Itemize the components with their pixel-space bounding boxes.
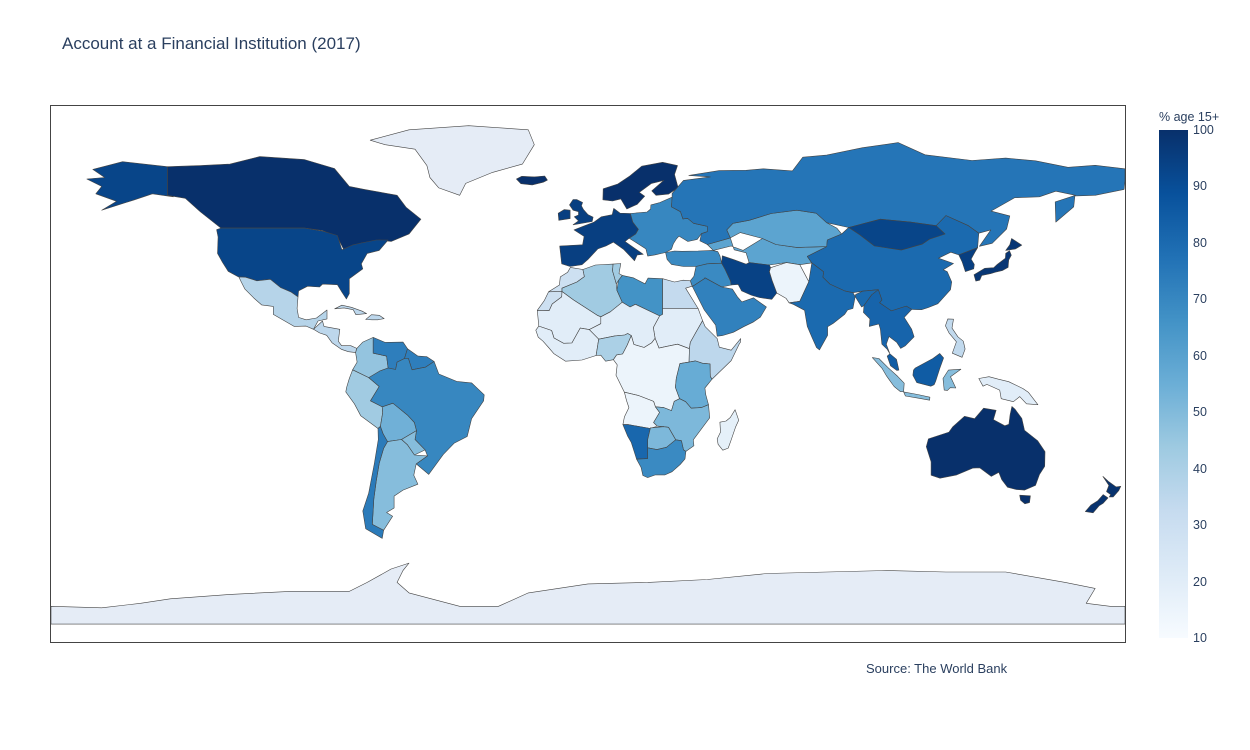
colorbar-tick: 70 (1193, 292, 1207, 307)
region-sulawesi[interactable] (942, 368, 962, 391)
region-chile[interactable] (362, 426, 388, 539)
region-hokkaido[interactable] (1005, 238, 1023, 251)
region-java[interactable] (903, 391, 931, 401)
region-korea[interactable] (958, 247, 978, 272)
colorbar-gradient (1159, 130, 1188, 638)
colorbar-tick: 20 (1193, 574, 1207, 589)
region-new-zealand-n[interactable] (1102, 476, 1122, 498)
region-tasmania[interactable] (1019, 494, 1031, 505)
region-ireland[interactable] (557, 209, 571, 221)
region-india[interactable] (788, 262, 879, 351)
region-nordic-countries[interactable] (602, 161, 679, 210)
region-south-africa[interactable] (636, 439, 687, 478)
colorbar-tick: 50 (1193, 404, 1207, 419)
region-mexico[interactable] (238, 276, 328, 330)
region-eastern-europe[interactable] (628, 196, 708, 257)
region-greenland[interactable] (369, 125, 535, 196)
region-russia[interactable] (671, 142, 1126, 247)
region-brazil[interactable] (368, 358, 485, 475)
region-madagascar[interactable] (716, 409, 740, 451)
map-canvas[interactable] (51, 106, 1125, 642)
region-new-guinea[interactable] (978, 376, 1039, 406)
source-annotation: Source: The World Bank (866, 661, 1008, 676)
region-hispaniola[interactable] (365, 314, 385, 321)
colorbar-tick: 30 (1193, 517, 1207, 532)
region-se-asia-mainland[interactable] (863, 289, 915, 355)
region-alaska[interactable] (86, 161, 174, 211)
region-japan[interactable] (973, 250, 1012, 282)
region-turkey[interactable] (665, 250, 723, 267)
region-canada[interactable] (167, 156, 422, 250)
region-sumatra[interactable] (871, 357, 905, 392)
region-zambia-zimbabwe-mozambique[interactable] (653, 398, 711, 452)
region-china[interactable] (806, 215, 980, 312)
region-antarctica[interactable] (51, 562, 1125, 625)
region-new-zealand-s[interactable] (1085, 494, 1109, 514)
colorbar-tick: 100 (1193, 122, 1214, 137)
region-borneo[interactable] (912, 353, 944, 387)
chart-title: Account at a Financial Institution (2017… (62, 34, 361, 53)
region-philippines[interactable] (945, 318, 966, 358)
region-saudi-arabia[interactable] (692, 277, 767, 337)
colorbar-tick: 80 (1193, 235, 1207, 250)
region-cuba[interactable] (334, 304, 367, 315)
region-iceland[interactable] (516, 175, 548, 186)
region-great-britain[interactable] (569, 199, 594, 226)
colorbar-tick: 40 (1193, 461, 1207, 476)
region-australia[interactable] (925, 406, 1046, 491)
region-malay-peninsula[interactable] (886, 353, 900, 371)
colorbar-tick: 90 (1193, 179, 1207, 194)
colorbar-tick: 10 (1193, 630, 1207, 645)
colorbar-title: % age 15+ (1159, 110, 1220, 124)
colorbar (1159, 130, 1188, 638)
world-map[interactable] (50, 105, 1126, 643)
colorbar-tick: 60 (1193, 348, 1207, 363)
region-central-america[interactable] (313, 320, 358, 353)
